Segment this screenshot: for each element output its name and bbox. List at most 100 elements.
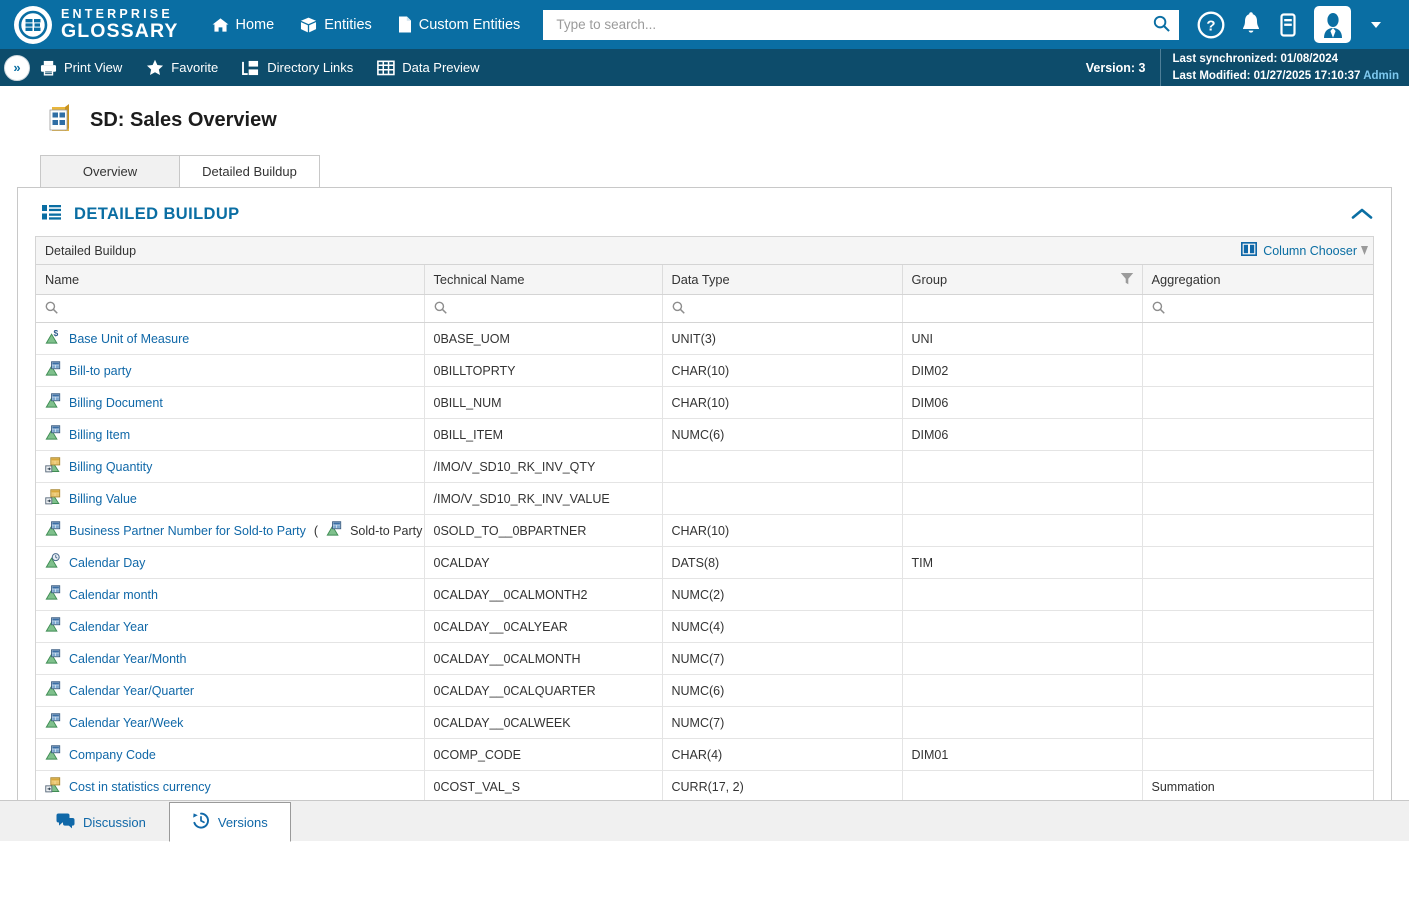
- row-name-link[interactable]: Billing Document: [69, 395, 163, 410]
- print-view-button[interactable]: Print View: [40, 60, 122, 76]
- cell-technical-name: /IMO/V_SD10_RK_INV_VALUE: [424, 482, 663, 515]
- detailed-buildup-table: Name Technical Name Data Type Group Aggr…: [36, 265, 1373, 840]
- row-name-link[interactable]: Base Unit of Measure: [69, 331, 190, 346]
- cell-name[interactable]: Cost in statistics currency: [36, 770, 425, 803]
- cell-technical-name: 0CALDAY: [424, 546, 663, 579]
- table-row[interactable]: Calendar Year/Quarter 0CALDAY__0CALQUARTE…: [36, 674, 1373, 707]
- table-row[interactable]: Calendar month 0CALDAY__0CALMONTH2 NUMC(2): [36, 578, 1373, 611]
- row-name-link[interactable]: Calendar Year/Month: [69, 651, 187, 666]
- table-row[interactable]: Billing Value/IMO/V_SD10_RK_INV_VALUE: [36, 482, 1373, 515]
- cell-name[interactable]: Calendar Year/Quarter: [36, 674, 425, 707]
- grid-resize-grip[interactable]: [1360, 244, 1369, 258]
- characteristic-icon: [45, 425, 61, 444]
- cell-name[interactable]: Calendar Year/Month: [36, 642, 425, 675]
- filter-cell-aggregation[interactable]: [1142, 294, 1373, 323]
- modified-by-link[interactable]: Admin: [1363, 69, 1399, 82]
- tab-overview[interactable]: Overview: [40, 155, 180, 188]
- funnel-icon[interactable]: [1120, 271, 1134, 288]
- detailed-buildup-panel: DETAILED BUILDUP Detailed Buildup Column…: [17, 187, 1392, 841]
- table-row[interactable]: Cost in statistics currency 0COST_VAL_S CU…: [36, 770, 1373, 803]
- cell-name[interactable]: Billing Document: [36, 386, 425, 419]
- search-icon[interactable]: [1152, 301, 1165, 317]
- row-name-link[interactable]: Billing Value: [69, 491, 137, 506]
- cell-name[interactable]: Company Code: [36, 738, 425, 771]
- cell-name[interactable]: Billing Value: [36, 482, 425, 515]
- column-header-data-type[interactable]: Data Type: [662, 265, 903, 295]
- search-icon[interactable]: [672, 301, 685, 317]
- table-row[interactable]: Billing Quantity/IMO/V_SD10_RK_INV_QTY: [36, 450, 1373, 483]
- help-icon[interactable]: ?: [1197, 11, 1225, 39]
- search-input[interactable]: [554, 16, 1154, 33]
- search-icon[interactable]: [45, 301, 58, 317]
- cell-name[interactable]: Business Partner Number for Sold-to Part…: [36, 514, 425, 547]
- table-row[interactable]: Billing Item 0BILL_ITEM NUMC(6) DIM06: [36, 418, 1373, 451]
- column-header-name[interactable]: Name: [36, 265, 425, 295]
- avatar[interactable]: [1314, 6, 1352, 43]
- search-icon[interactable]: [1153, 15, 1171, 35]
- table-row[interactable]: Calendar Year/Week 0CALDAY__0CALWEEK NUMC(…: [36, 706, 1373, 739]
- row-name-link[interactable]: Billing Item: [69, 427, 131, 442]
- cell-name[interactable]: Calendar Year: [36, 610, 425, 643]
- cube-entity-icon: [44, 102, 77, 138]
- row-name-link[interactable]: Calendar Year/Quarter: [69, 683, 195, 698]
- row-name-link[interactable]: Calendar month: [69, 587, 158, 602]
- cell-name[interactable]: $ Base Unit of Measure: [36, 322, 425, 355]
- row-name-link[interactable]: Calendar Year: [69, 619, 149, 634]
- table-row[interactable]: Billing Document 0BILL_NUM CHAR(10) DIM06: [36, 386, 1373, 419]
- row-name-link[interactable]: Calendar Day: [69, 555, 146, 570]
- favorite-button[interactable]: Favorite: [146, 59, 218, 76]
- tab-detailed-buildup[interactable]: Detailed Buildup: [180, 155, 320, 188]
- filter-cell-data-type[interactable]: [662, 294, 903, 323]
- column-chooser-button[interactable]: Column Chooser: [1241, 241, 1360, 259]
- cell-name[interactable]: Billing Quantity: [36, 450, 425, 483]
- cell-name[interactable]: Calendar Year/Week: [36, 706, 425, 739]
- table-row[interactable]: Bill-to party 0BILLTOPRTY CHAR(10) DIM02: [36, 354, 1373, 387]
- filter-cell-name[interactable]: [36, 294, 425, 323]
- row-name-link[interactable]: Bill-to party: [69, 363, 132, 378]
- avatar-dropdown-caret-icon[interactable]: [1371, 21, 1382, 28]
- nav-item-home[interactable]: Home: [212, 17, 274, 33]
- row-name-link[interactable]: Calendar Year/Week: [69, 715, 184, 730]
- left-rail: [0, 172, 17, 923]
- table-row[interactable]: Company Code 0COMP_CODE CHAR(4) DIM01: [36, 738, 1373, 771]
- directory-links-label: Directory Links: [267, 60, 354, 75]
- cell-technical-name: 0CALDAY__0CALMONTH2: [424, 578, 663, 611]
- nav-item-custom-entities[interactable]: Custom Entities: [398, 16, 520, 33]
- table-row[interactable]: Business Partner Number for Sold-to Part…: [36, 514, 1373, 547]
- filter-cell-technical-name[interactable]: [424, 294, 663, 323]
- table-row[interactable]: Calendar Year 0CALDAY__0CALYEAR NUMC(4): [36, 610, 1373, 643]
- cell-name[interactable]: Billing Item: [36, 418, 425, 451]
- row-name-link[interactable]: Business Partner Number for Sold-to Part…: [69, 523, 306, 538]
- row-name-link[interactable]: Billing Quantity: [69, 459, 153, 474]
- global-search[interactable]: [543, 9, 1180, 40]
- search-icon[interactable]: [434, 301, 447, 317]
- cell-group: UNI: [902, 322, 1143, 355]
- column-header-technical-name[interactable]: Technical Name: [424, 265, 663, 295]
- cell-data-type: CHAR(4): [662, 738, 903, 771]
- row-name-link[interactable]: Cost in statistics currency: [69, 779, 211, 794]
- data-preview-button[interactable]: Data Preview: [377, 60, 480, 76]
- page-header: SD: Sales Overview: [0, 86, 1409, 138]
- table-row[interactable]: Calendar Day 0CALDAY DATS(8) TIM: [36, 546, 1373, 579]
- table-row[interactable]: Calendar Year/Month 0CALDAY__0CALMONTH NUM…: [36, 642, 1373, 675]
- row-name-link[interactable]: Company Code: [69, 747, 156, 762]
- cell-name[interactable]: Calendar Day: [36, 546, 425, 579]
- filter-cell-group[interactable]: [902, 294, 1143, 323]
- column-header-group[interactable]: Group: [902, 265, 1143, 295]
- notifications-bell-icon[interactable]: [1240, 11, 1262, 38]
- cell-aggregation: [1142, 386, 1373, 419]
- row-reference-link[interactable]: Sold-to Party: [350, 523, 423, 538]
- column-header-aggregation[interactable]: Aggregation: [1142, 265, 1373, 295]
- directory-links-button[interactable]: Directory Links: [242, 60, 353, 76]
- chevron-up-icon[interactable]: [1351, 207, 1373, 221]
- cell-technical-name: 0CALDAY__0CALWEEK: [424, 706, 663, 739]
- table-row[interactable]: $ Base Unit of Measure 0BASE_UOM UNIT(3) UNI: [36, 322, 1373, 355]
- bottom-tab-versions[interactable]: Versions: [168, 802, 291, 842]
- nav-item-entities[interactable]: Entities: [300, 17, 372, 33]
- sidebar-expand-button[interactable]: »: [4, 54, 30, 81]
- cell-name[interactable]: Bill-to party: [36, 354, 425, 387]
- menu-icon[interactable]: [1277, 12, 1299, 38]
- app-logo[interactable]: ENTERPRISE GLOSSARY: [14, 5, 179, 44]
- bottom-tab-discussion[interactable]: Discussion: [33, 803, 169, 842]
- cell-name[interactable]: Calendar month: [36, 578, 425, 611]
